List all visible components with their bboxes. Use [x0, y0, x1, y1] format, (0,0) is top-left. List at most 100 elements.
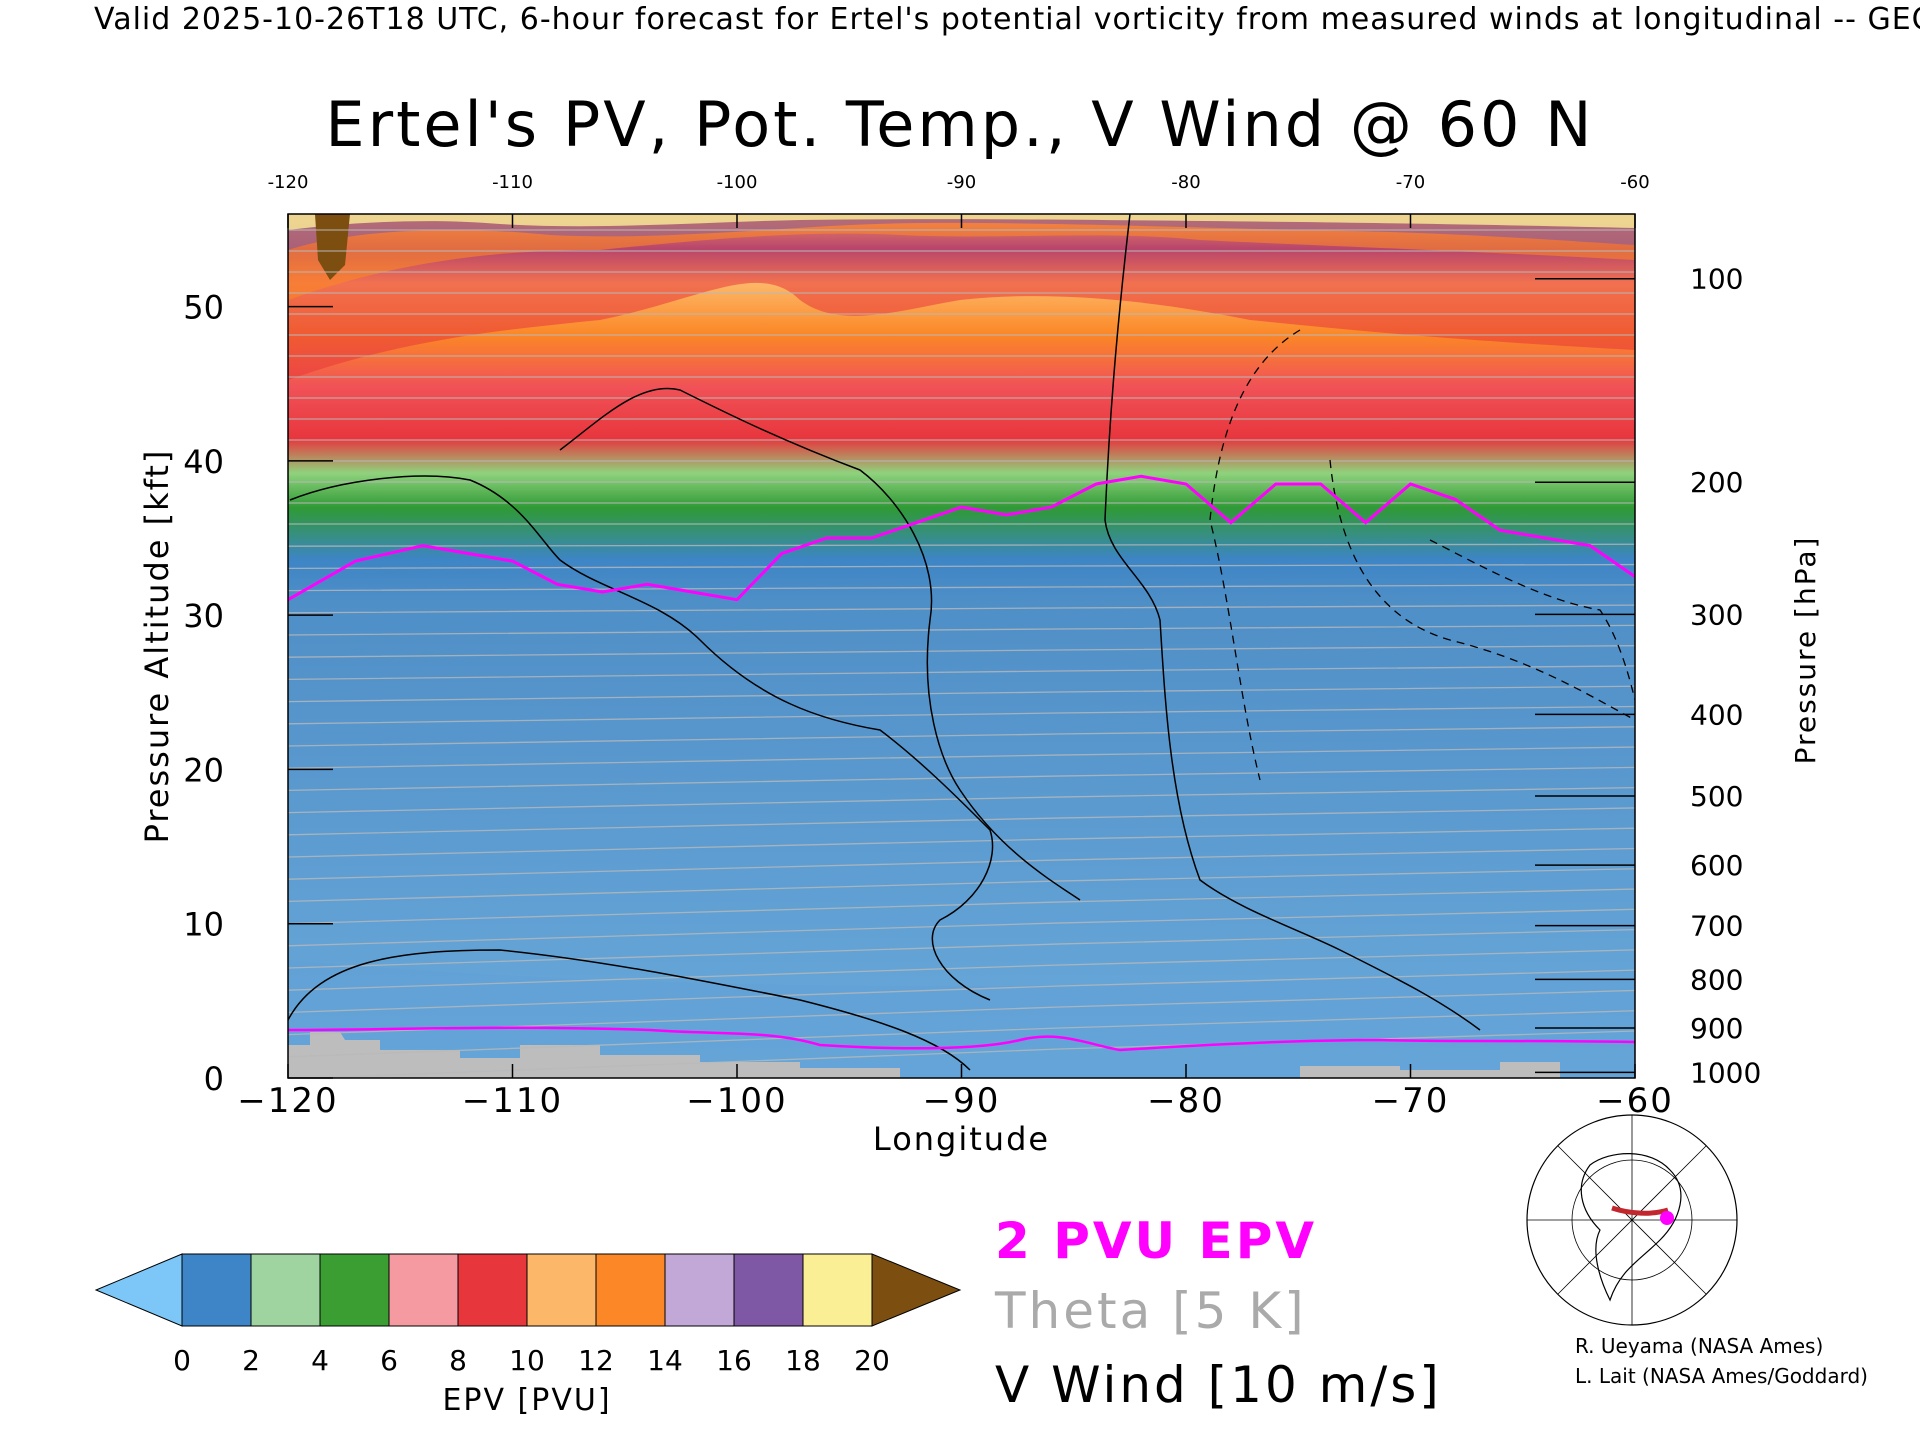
legend-vwind: V Wind [10 m/s] [995, 1356, 1442, 1414]
terrain-east [1300, 1062, 1560, 1078]
upper-yellow-band [288, 214, 1635, 230]
plot-background [288, 214, 1635, 1078]
theta-contour [288, 665, 1635, 681]
theta-contour [288, 928, 1635, 969]
theta-contour [288, 827, 1635, 858]
theta-contour [288, 645, 1635, 658]
colorbar-over-triangle [871, 1253, 962, 1327]
colorbar-under-triangle [94, 1253, 183, 1327]
theta-contour [288, 584, 1635, 592]
y-tick-label: 40 [183, 443, 224, 481]
wind-contour-3 [1104, 214, 1481, 1031]
pressure-tick-label: 600 [1690, 849, 1743, 882]
x-tick-label-top: -110 [492, 172, 533, 193]
pressure-tick-label: 800 [1690, 963, 1743, 996]
x-tick-label: −110 [462, 1081, 563, 1121]
theta-contour [288, 543, 1635, 547]
colorbar-swatch [526, 1253, 597, 1327]
stratosphere-red-band [288, 214, 1635, 380]
colorbar-label: EPV [PVU] [442, 1383, 611, 1418]
y-axis-label-right: Pressure [hPa] [1789, 536, 1822, 765]
theta-contour [296, 1030, 1635, 1078]
colorbar-swatch [319, 1253, 390, 1327]
theta-contour [288, 624, 1635, 636]
theta-contour [288, 746, 1635, 769]
pressure-tick-label: 900 [1690, 1012, 1743, 1045]
x-axis-label: Longitude [873, 1120, 1050, 1158]
theta-contour [288, 868, 1635, 903]
x-tick-label: −100 [686, 1081, 787, 1121]
y-tick-label: 0 [204, 1060, 224, 1098]
wind-contour-2 [559, 387, 1081, 901]
pressure-tick-label: 300 [1690, 598, 1743, 631]
theta-contour [288, 563, 1635, 570]
colorbar-swatch [250, 1253, 321, 1327]
credit-lait: L. Lait (NASA Ames/Goddard) [1575, 1364, 1868, 1388]
colorbar-tick-label: 18 [785, 1344, 821, 1377]
x-tick-label: −120 [237, 1081, 338, 1121]
x-tick-label-top: -100 [717, 172, 758, 193]
wind-contour-dashed-2 [1329, 459, 1635, 721]
lower-2pvu-contour [288, 1026, 1635, 1052]
colorbar-tick-label: 20 [854, 1344, 890, 1377]
y-tick-label: 30 [183, 597, 224, 635]
theta-contour [288, 908, 1635, 947]
wind-contour-1 [289, 475, 994, 1001]
map-meridian-4 [1557, 1145, 1707, 1295]
pressure-tick-label: 400 [1690, 698, 1743, 731]
x-tick-label-top: -80 [1171, 172, 1200, 193]
plot-area [287, 213, 1636, 1079]
theta-contour [288, 685, 1635, 703]
pressure-tick-label: 500 [1690, 780, 1743, 813]
colorbar-swatch [664, 1253, 735, 1327]
theta-contours [288, 229, 1635, 1078]
wind-contour-4 [288, 949, 971, 1071]
axes: −120 -120 −110 -110 −100 -100 −90 -90 −80 -80 −70 -… [138, 172, 1822, 1158]
theta-contour [288, 705, 1635, 725]
tropopause-2pvu-line [288, 474, 1635, 602]
pressure-tick-label: 700 [1690, 910, 1743, 943]
colorbar-swatch [733, 1253, 804, 1327]
theta-contour [288, 786, 1635, 814]
wind-contour-dashed-1 [1209, 329, 1301, 781]
legend-2pvu: 2 PVU EPV [995, 1212, 1318, 1270]
x-tick-label: −90 [923, 1081, 1001, 1121]
theta-contour [288, 949, 1635, 991]
terrain [288, 1032, 900, 1078]
location-map [1526, 1114, 1738, 1326]
x-tick-label-top: -60 [1620, 172, 1649, 193]
y-axis-label: Pressure Altitude [kft] [138, 449, 176, 844]
chart-title: Ertel's PV, Pot. Temp., V Wind @ 60 N [325, 88, 1595, 161]
x-tick-label-top: -70 [1396, 172, 1425, 193]
theta-contour [288, 888, 1635, 925]
colorbar-tick-label: 16 [716, 1344, 752, 1377]
theta-contour [288, 604, 1635, 614]
colorbar-swatch [388, 1253, 459, 1327]
forecast-header: Valid 2025-10-26T18 UTC, 6-hour forecast… [94, 2, 1920, 37]
x-tick-label-top: -90 [947, 172, 976, 193]
y-tick-label: 50 [183, 289, 224, 327]
theta-contour [288, 1010, 1635, 1058]
x-tick-label-top: -120 [268, 172, 309, 193]
theta-contour [288, 807, 1635, 836]
wind-contour-dashed-3 [1429, 539, 1635, 701]
theta-contour [288, 726, 1635, 747]
colorbar-tick-label: 0 [173, 1344, 191, 1377]
colorbar-swatch [802, 1253, 873, 1327]
colorbar-tick-label: 10 [509, 1344, 545, 1377]
x-tick-label: −80 [1147, 1081, 1225, 1121]
epv-colorbar: 0 2 4 6 8 10 12 14 16 18 20 EPV [PVU] [94, 1253, 962, 1418]
pressure-tick-label: 100 [1690, 263, 1743, 296]
legend-theta: Theta [5 K] [995, 1282, 1307, 1340]
map-location-dot [1660, 1211, 1674, 1225]
pressure-tick-label: 1000 [1690, 1056, 1761, 1089]
map-coastline [1580, 1153, 1682, 1302]
y-tick-label: 10 [183, 906, 224, 944]
theta-contour [288, 847, 1635, 880]
colorbar-swatch [457, 1253, 528, 1327]
colorbar-tick-label: 2 [242, 1344, 260, 1377]
colorbar-tick-label: 8 [449, 1344, 467, 1377]
colorbar-tick-label: 12 [578, 1344, 614, 1377]
colorbar-tick-label: 4 [311, 1344, 329, 1377]
